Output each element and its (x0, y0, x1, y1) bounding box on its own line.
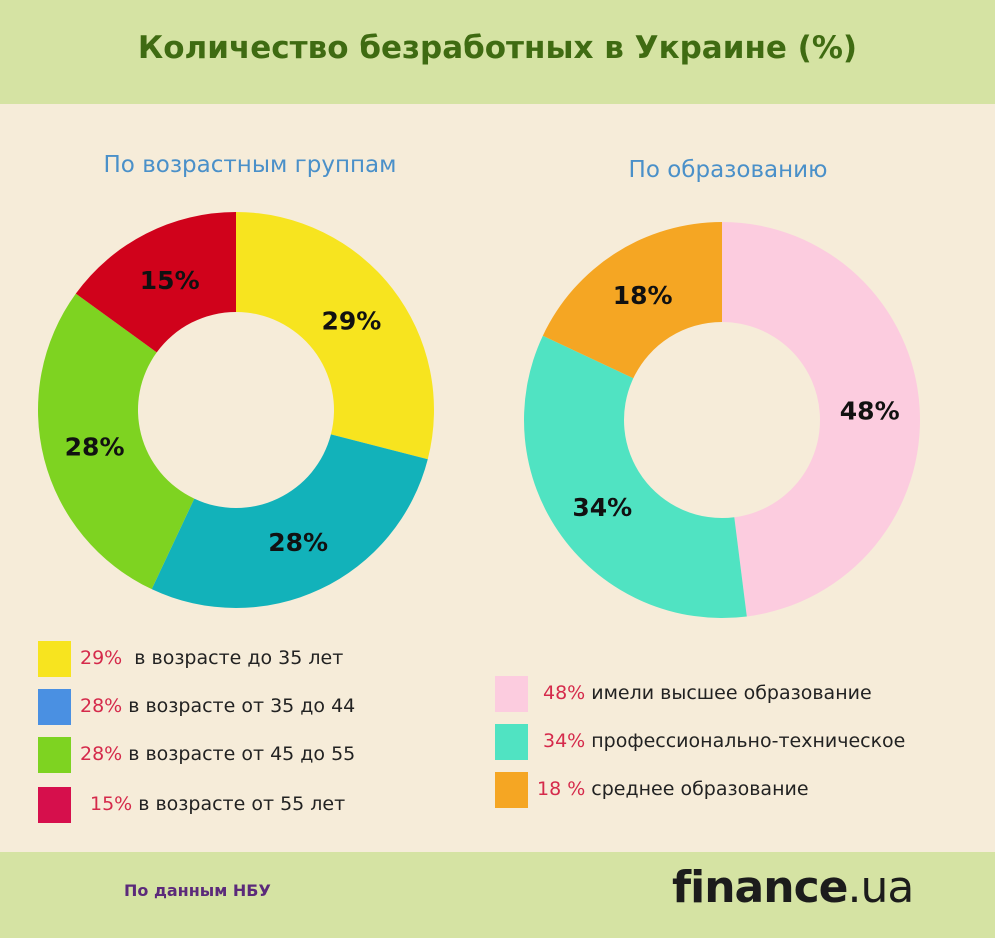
legend-percent: 28% (80, 743, 123, 765)
donut-slice (75, 212, 236, 353)
legend-swatch (495, 676, 528, 712)
chart-title-age: По возрастным группам (103, 152, 397, 178)
slice-label: 15% (140, 266, 200, 295)
legend-label: 28% в возрасте от 35 до 44 (80, 695, 355, 717)
legend-desc: в возрасте от 35 до 44 (128, 695, 356, 717)
page-title: Количество безработных в Украине (%) (137, 30, 858, 66)
legend-desc: имели высшее образование (591, 682, 872, 704)
legend-label: 18 % среднее образование (537, 778, 809, 800)
finance-ua-logo: finance.ua (672, 862, 915, 913)
legend-swatch (38, 737, 71, 773)
donut-slice (151, 434, 428, 609)
slice-label: 18% (613, 281, 673, 310)
legend-label: 48% имели высшее образование (543, 682, 872, 704)
slice-label: 29% (321, 307, 381, 336)
legend-percent: 28% (80, 695, 123, 717)
legend-percent: 29% (80, 647, 123, 669)
legend-label: 15% в возрасте от 55 лет (90, 793, 345, 815)
slice-label: 48% (840, 397, 900, 426)
legend-desc: среднее образование (591, 778, 809, 800)
legend-desc: профессионально-техническое (591, 730, 906, 752)
donut-slice (236, 212, 434, 460)
legend-swatch (38, 787, 71, 823)
legend-swatch (495, 772, 528, 808)
donut-slice (38, 293, 195, 590)
legend-desc: в возрасте до 35 лет (128, 647, 344, 669)
slice-label: 28% (268, 528, 328, 557)
slice-label: 28% (65, 432, 125, 461)
logo-main: finance (672, 862, 848, 913)
legend-desc: в возрасте от 45 до 55 (128, 743, 356, 765)
legend-swatch (38, 689, 71, 725)
donut-slice (722, 222, 921, 617)
header-band (0, 0, 995, 104)
logo-suffix: .ua (847, 862, 915, 913)
donut-slice (542, 222, 722, 379)
legend-percent: 34% (543, 730, 586, 752)
legend-label: 28% в возрасте от 45 до 55 (80, 743, 355, 765)
legend-label: 29% в возрасте до 35 лет (80, 647, 343, 669)
legend-desc: в возрасте от 55 лет (138, 793, 346, 815)
legend-percent: 48% (543, 682, 586, 704)
donut-slice (524, 335, 747, 618)
source-note: По данным НБУ (124, 881, 271, 900)
legend-label: 34% профессионально-техническое (543, 730, 905, 752)
legend-swatch (38, 641, 71, 677)
footer-band (0, 852, 995, 938)
chart-title-education: По образованию (628, 157, 828, 183)
legend-swatch (495, 724, 528, 760)
legend-percent: 18 % (537, 778, 586, 800)
slice-label: 34% (572, 493, 632, 522)
legend-percent: 15% (90, 793, 133, 815)
